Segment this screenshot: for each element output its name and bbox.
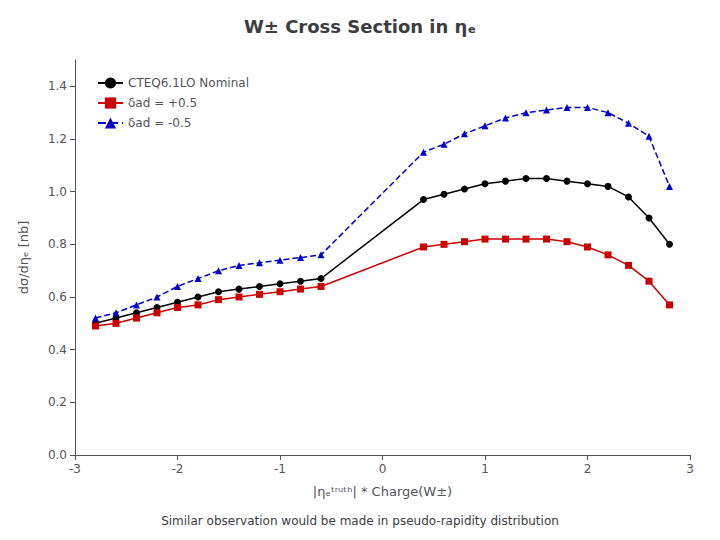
svg-text:3: 3 [686, 462, 694, 476]
svg-text:W± Cross Section in ηₑ: W± Cross Section in ηₑ [244, 16, 476, 37]
svg-text:0.0: 0.0 [48, 448, 67, 462]
svg-text:Similar observation would be m: Similar observation would be made in pse… [161, 514, 559, 528]
svg-text:1.0: 1.0 [48, 185, 67, 199]
svg-text:δad = +0.5: δad = +0.5 [128, 96, 197, 110]
svg-text:-1: -1 [274, 462, 286, 476]
svg-text:0.4: 0.4 [48, 343, 67, 357]
svg-text:0.8: 0.8 [48, 237, 67, 251]
svg-text:1.2: 1.2 [48, 132, 67, 146]
svg-text:δad = -0.5: δad = -0.5 [128, 116, 191, 130]
svg-text:CTEQ6.1LO Nominal: CTEQ6.1LO Nominal [128, 76, 249, 90]
svg-text:-2: -2 [172, 462, 184, 476]
svg-text:1: 1 [481, 462, 489, 476]
svg-text:0: 0 [379, 462, 387, 476]
svg-text:2: 2 [584, 462, 592, 476]
svg-text:dσ/dηₑ [nb]: dσ/dηₑ [nb] [16, 221, 31, 295]
svg-text:-3: -3 [69, 462, 81, 476]
svg-text:0.6: 0.6 [48, 290, 67, 304]
svg-text:|ηₑᵗʳᵘᵗʰ| * Charge(W±): |ηₑᵗʳᵘᵗʰ| * Charge(W±) [313, 484, 452, 499]
svg-text:1.4: 1.4 [48, 79, 67, 93]
svg-text:0.2: 0.2 [48, 395, 67, 409]
